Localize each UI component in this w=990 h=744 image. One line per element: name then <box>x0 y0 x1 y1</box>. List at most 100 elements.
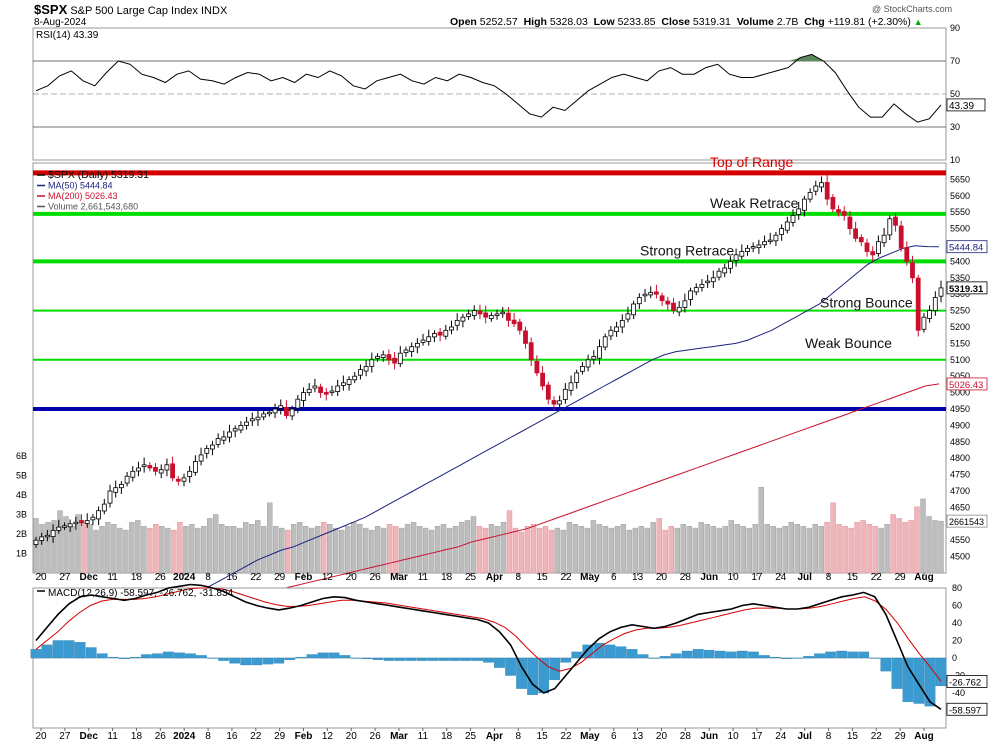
level-label: Strong Retrace <box>640 242 734 258</box>
volume-bar <box>380 527 387 574</box>
price-y-tick: 4850 <box>950 437 970 447</box>
candle-body <box>238 424 244 431</box>
volume-bar <box>404 524 411 574</box>
macd-histogram-bar <box>792 657 803 659</box>
volume-bar <box>225 526 231 574</box>
candle-body <box>739 251 745 257</box>
candle-body <box>927 310 932 319</box>
volume-value: 2.7B <box>776 16 799 28</box>
candle-body <box>318 386 324 393</box>
rsi-line <box>35 53 942 123</box>
x-axis-label: Aug <box>914 572 933 583</box>
x-axis-label: 20 <box>35 731 47 742</box>
x-axis-label: Apr <box>486 731 503 742</box>
candle-body <box>614 326 619 332</box>
high-value: 5328.03 <box>549 16 588 28</box>
volume-bar <box>662 529 668 574</box>
macd-histogram-bar <box>240 657 252 666</box>
candle-body <box>204 447 210 454</box>
macd-histogram-bar <box>30 649 42 659</box>
macd-histogram-bar <box>427 657 439 661</box>
volume-bar <box>686 526 692 574</box>
volume-bar <box>536 527 543 574</box>
volume-bar <box>45 522 51 574</box>
volume-bar <box>105 522 111 574</box>
x-axis-label: 17 <box>751 572 763 583</box>
volume-bar <box>369 529 375 574</box>
volume-bar <box>842 526 848 574</box>
x-axis-label: 29 <box>895 572 907 583</box>
x-axis-label: 10 <box>728 731 740 742</box>
macd-histogram-bar <box>692 649 704 659</box>
candle-body <box>847 216 853 230</box>
candle-body <box>340 382 346 386</box>
x-axis-label: 22 <box>560 731 572 742</box>
candle-body <box>858 237 864 243</box>
macd-histogram-bar <box>527 657 538 695</box>
price-y-tick: 5500 <box>950 224 970 234</box>
macd-histogram-bar <box>814 653 825 659</box>
rsi-y-tick: 90 <box>950 23 960 33</box>
open-value: 5252.57 <box>479 16 518 28</box>
candle-body <box>380 354 386 358</box>
volume-bar <box>500 522 507 574</box>
volume-bar <box>866 524 872 574</box>
candle-body <box>153 466 158 472</box>
volume-bar <box>494 526 501 574</box>
x-axis-label: Aug <box>914 731 933 742</box>
volume-tag <box>946 514 988 528</box>
volume-bar <box>800 526 806 574</box>
volume-bar <box>854 522 860 574</box>
macd-histogram-bar <box>218 657 229 661</box>
volume-bar <box>908 520 914 574</box>
volume-bar <box>584 527 591 574</box>
volume-bar <box>147 527 153 574</box>
volume-bar <box>626 529 633 574</box>
candle-body <box>898 225 904 249</box>
volume-bar <box>81 522 87 574</box>
macd-histogram-bar <box>516 657 527 689</box>
volume-bar <box>644 527 650 574</box>
volume-bar <box>333 527 339 574</box>
volume-bar <box>339 529 345 574</box>
price-tag <box>946 240 988 254</box>
volume-y-tick: 5B <box>16 471 27 481</box>
chart-header-left: $SPX S&P 500 Large Cap Index INDX <box>34 2 227 17</box>
watermark: @ StockCharts.com <box>872 4 953 14</box>
price-y-tick: 4700 <box>950 486 970 496</box>
volume-bar <box>129 522 135 574</box>
macd-histogram-bar <box>361 657 373 660</box>
volume-bar <box>303 526 309 574</box>
x-axis-label: 8 <box>205 731 211 742</box>
change-value: +119.81 (+2.30%) <box>827 16 911 28</box>
x-axis-label: 20 <box>656 572 668 583</box>
macd-histogram-bar <box>670 653 682 659</box>
volume-bar <box>171 529 177 574</box>
candle-body <box>517 321 523 331</box>
volume-bar <box>776 527 782 574</box>
macd-histogram-bar <box>714 650 726 659</box>
low-value: 5233.85 <box>617 16 656 28</box>
candle-body <box>682 300 688 308</box>
volume-bar <box>650 522 656 574</box>
candle-body <box>505 312 511 321</box>
candle-body <box>728 260 733 269</box>
volume-bar <box>530 524 537 574</box>
volume-bar <box>285 529 291 574</box>
x-axis-label: 27 <box>59 572 71 583</box>
high-label: High <box>523 16 547 28</box>
candle-body <box>676 306 682 313</box>
volume-bar <box>345 526 351 574</box>
candle-body <box>938 287 944 297</box>
x-axis-label: Jun <box>700 572 718 583</box>
candle-body <box>295 398 301 409</box>
candle-body <box>762 241 767 246</box>
volume-bar <box>315 526 321 574</box>
candle-body <box>796 208 802 215</box>
macd-histogram-bar <box>505 657 516 676</box>
candle-body <box>904 247 910 262</box>
close-label: Close <box>661 16 690 28</box>
low-label: Low <box>593 16 615 28</box>
candle-body <box>483 312 489 318</box>
